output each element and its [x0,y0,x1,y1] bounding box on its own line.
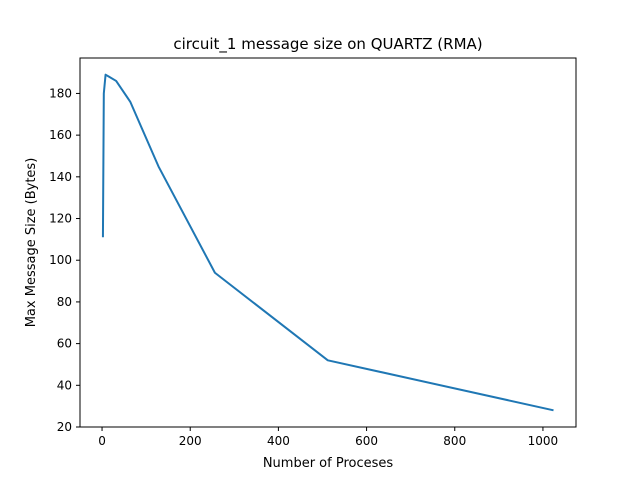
y-tick-label: 60 [57,337,72,351]
y-tick-label: 20 [57,420,72,434]
chart-title: circuit_1 message size on QUARTZ (RMA) [173,35,482,54]
y-tick-label: 160 [49,128,72,142]
y-tick-label: 80 [57,295,72,309]
x-tick-label: 800 [443,434,466,448]
x-tick-label: 1000 [528,434,559,448]
x-tick-label: 0 [98,434,106,448]
series-line [101,73,554,412]
y-tick-label: 180 [49,86,72,100]
y-tick-label: 100 [49,253,72,267]
axis-ticks: 0 200 400 600 800 1000 20 40 60 80 100 120 140 160 180 [49,86,558,448]
plot-frame [79,57,577,428]
x-tick-label: 600 [355,434,378,448]
y-tick-label: 140 [49,170,72,184]
x-tick-label: 400 [267,434,290,448]
y-tick-label: 40 [57,378,72,392]
x-tick-label: 200 [179,434,202,448]
y-axis-label: Max Message Size (Bytes) [24,158,39,328]
x-axis-label: Number of Proceses [263,456,394,471]
y-tick-label: 120 [49,212,72,226]
